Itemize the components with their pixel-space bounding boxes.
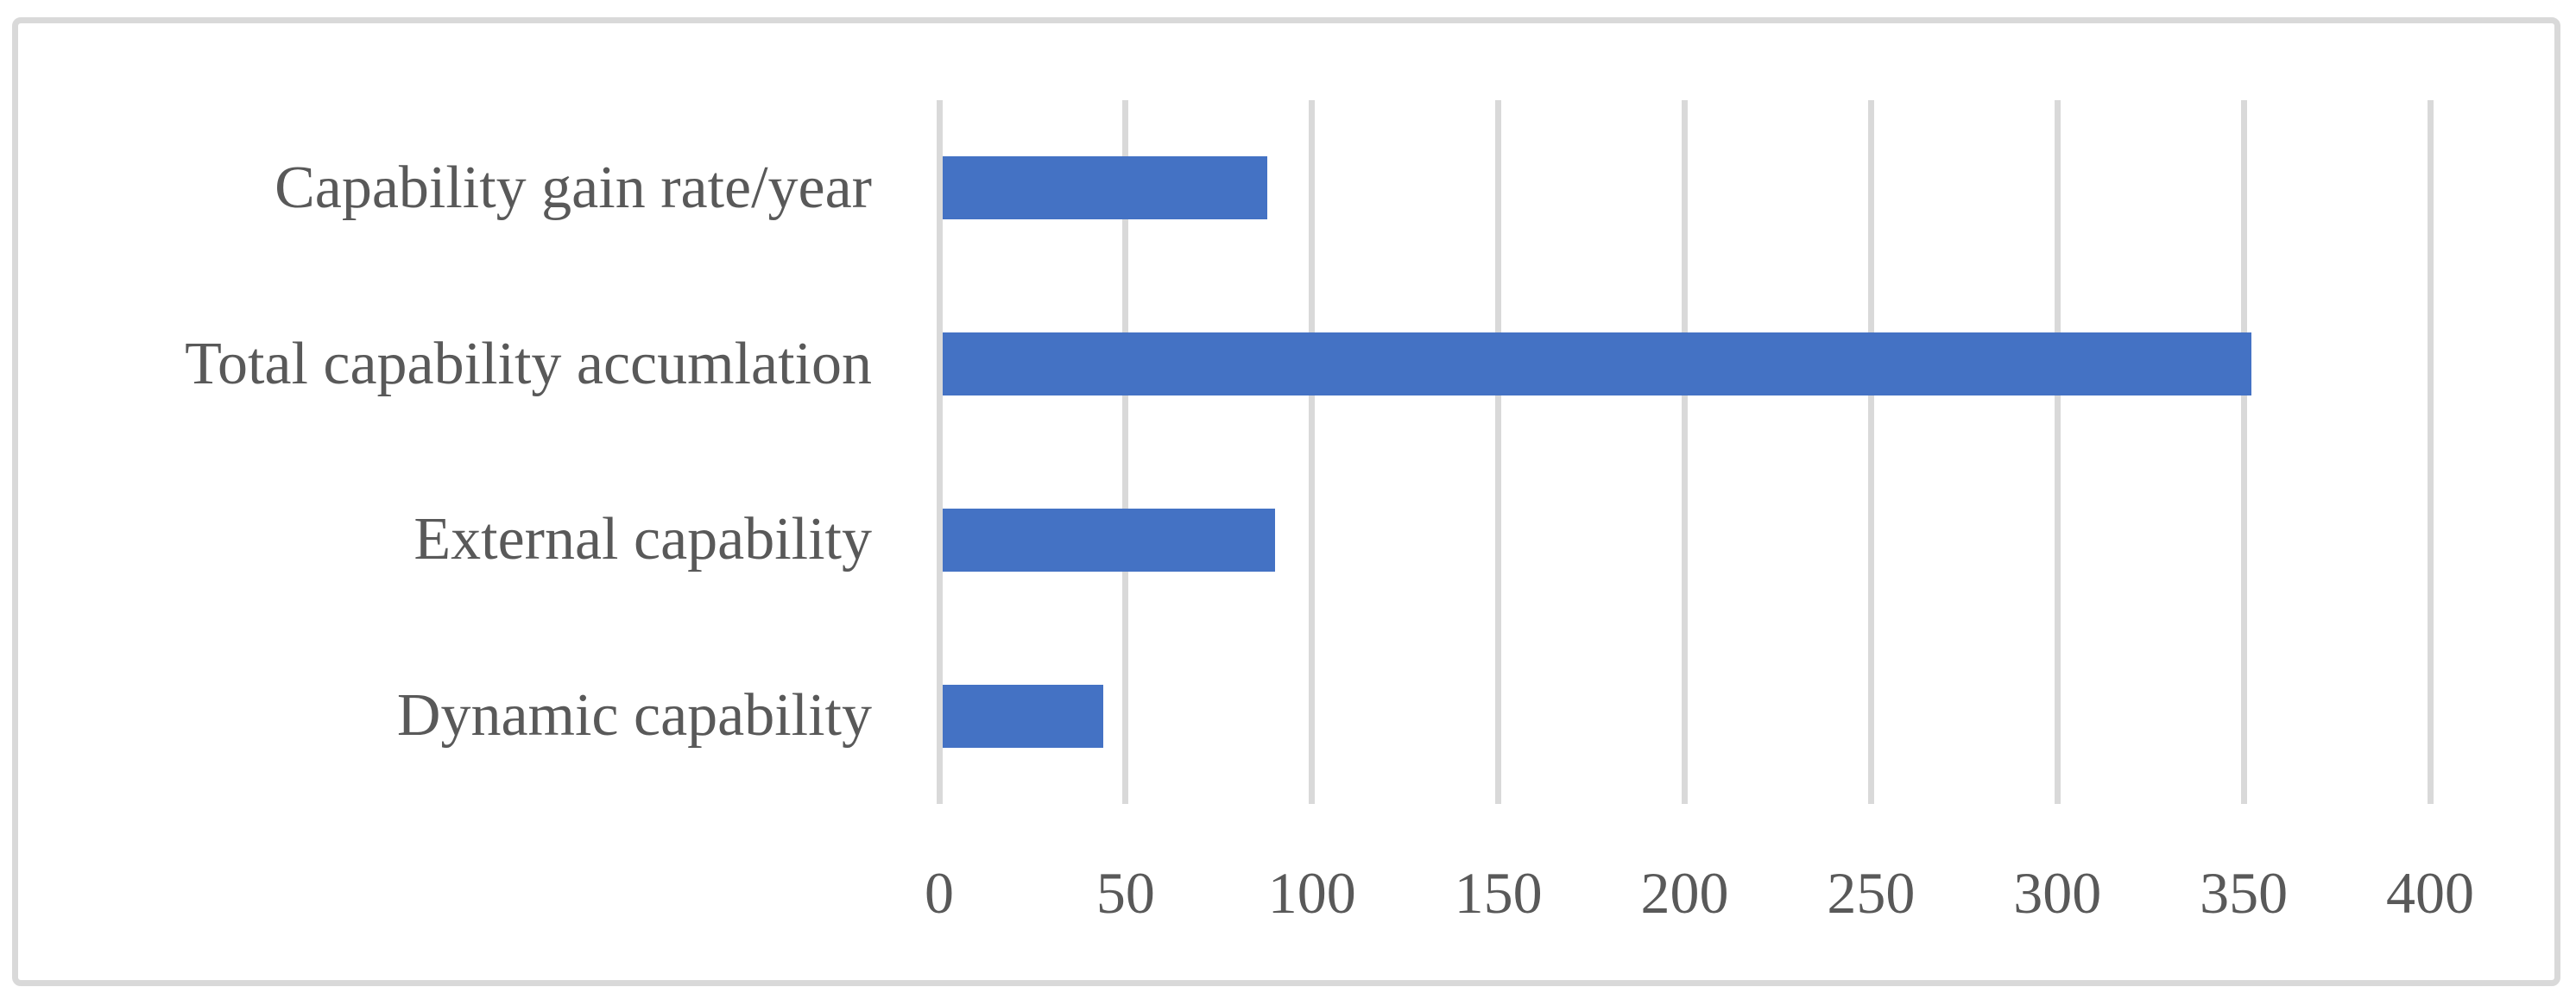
gridline-x-100 bbox=[1309, 100, 1316, 804]
chart-frame bbox=[12, 17, 2560, 986]
x-tick-label: 250 bbox=[1827, 860, 1916, 926]
gridline-x-200 bbox=[1682, 100, 1688, 804]
x-tick-label: 50 bbox=[1095, 860, 1155, 926]
x-tick-label: 150 bbox=[1454, 860, 1543, 926]
gridline-x-350 bbox=[2240, 100, 2247, 804]
bar-3 bbox=[942, 684, 1103, 748]
gridline-x-50 bbox=[1122, 100, 1129, 804]
x-tick-label: 400 bbox=[2386, 860, 2474, 926]
gridline-x-400 bbox=[2427, 100, 2434, 804]
gridline-x-0 bbox=[936, 100, 943, 804]
bar-0 bbox=[942, 156, 1267, 220]
gridline-x-150 bbox=[1495, 100, 1502, 804]
category-label-1: Total capability accumlation bbox=[185, 330, 872, 397]
bar-2 bbox=[942, 508, 1275, 572]
gridline-x-300 bbox=[2054, 100, 2061, 804]
category-label-2: External capability bbox=[414, 506, 872, 573]
x-tick-label: 300 bbox=[2013, 860, 2102, 926]
category-label-0: Capability gain rate/year bbox=[275, 154, 872, 221]
category-label-3: Dynamic capability bbox=[396, 682, 872, 750]
gridline-x-250 bbox=[1867, 100, 1874, 804]
x-tick-label: 200 bbox=[1640, 860, 1729, 926]
x-tick-label: 0 bbox=[925, 860, 954, 926]
bar-1 bbox=[942, 332, 2251, 396]
x-tick-label: 350 bbox=[2200, 860, 2289, 926]
x-tick-label: 100 bbox=[1267, 860, 1356, 926]
